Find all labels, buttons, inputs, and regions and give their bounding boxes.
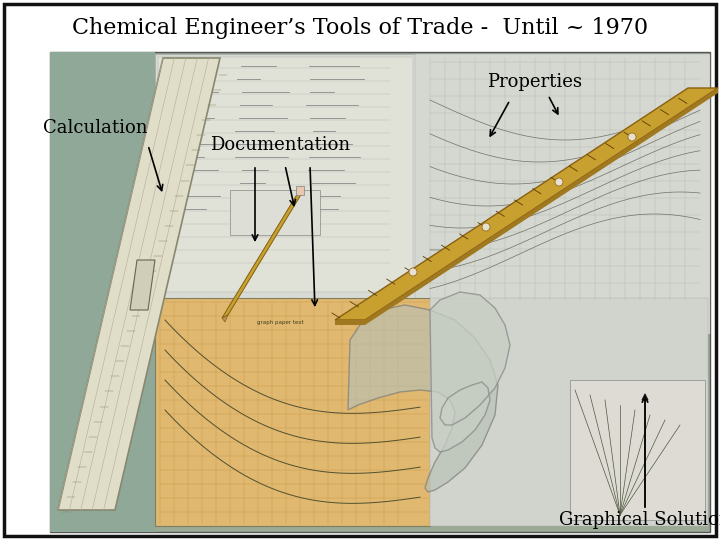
Bar (430, 298, 708, 526)
Text: Calculation: Calculation (42, 119, 148, 137)
Bar (155, 298, 430, 526)
Bar (50, 52, 155, 532)
Bar (158, 57, 413, 292)
Text: Properties: Properties (487, 73, 582, 91)
Bar (230, 190, 320, 235)
Text: Chemical Engineer’s Tools of Trade -  Until ~ 1970: Chemical Engineer’s Tools of Trade - Unt… (72, 17, 648, 39)
Polygon shape (222, 193, 302, 318)
Circle shape (482, 223, 490, 231)
Text: graph paper text: graph paper text (257, 320, 303, 325)
Circle shape (409, 268, 417, 276)
Circle shape (628, 133, 636, 141)
Bar (296, 186, 304, 195)
Polygon shape (335, 88, 718, 325)
Polygon shape (222, 315, 228, 322)
Bar (415, 54, 710, 334)
Polygon shape (348, 305, 498, 492)
Circle shape (555, 178, 563, 186)
Polygon shape (430, 292, 510, 452)
Bar (155, 54, 570, 334)
Polygon shape (58, 58, 220, 510)
Bar (570, 380, 705, 520)
Polygon shape (335, 88, 718, 320)
Bar (50, 52, 710, 532)
Polygon shape (130, 260, 155, 310)
Text: Graphical Solution: Graphical Solution (559, 511, 720, 529)
Text: Documentation: Documentation (210, 136, 350, 154)
